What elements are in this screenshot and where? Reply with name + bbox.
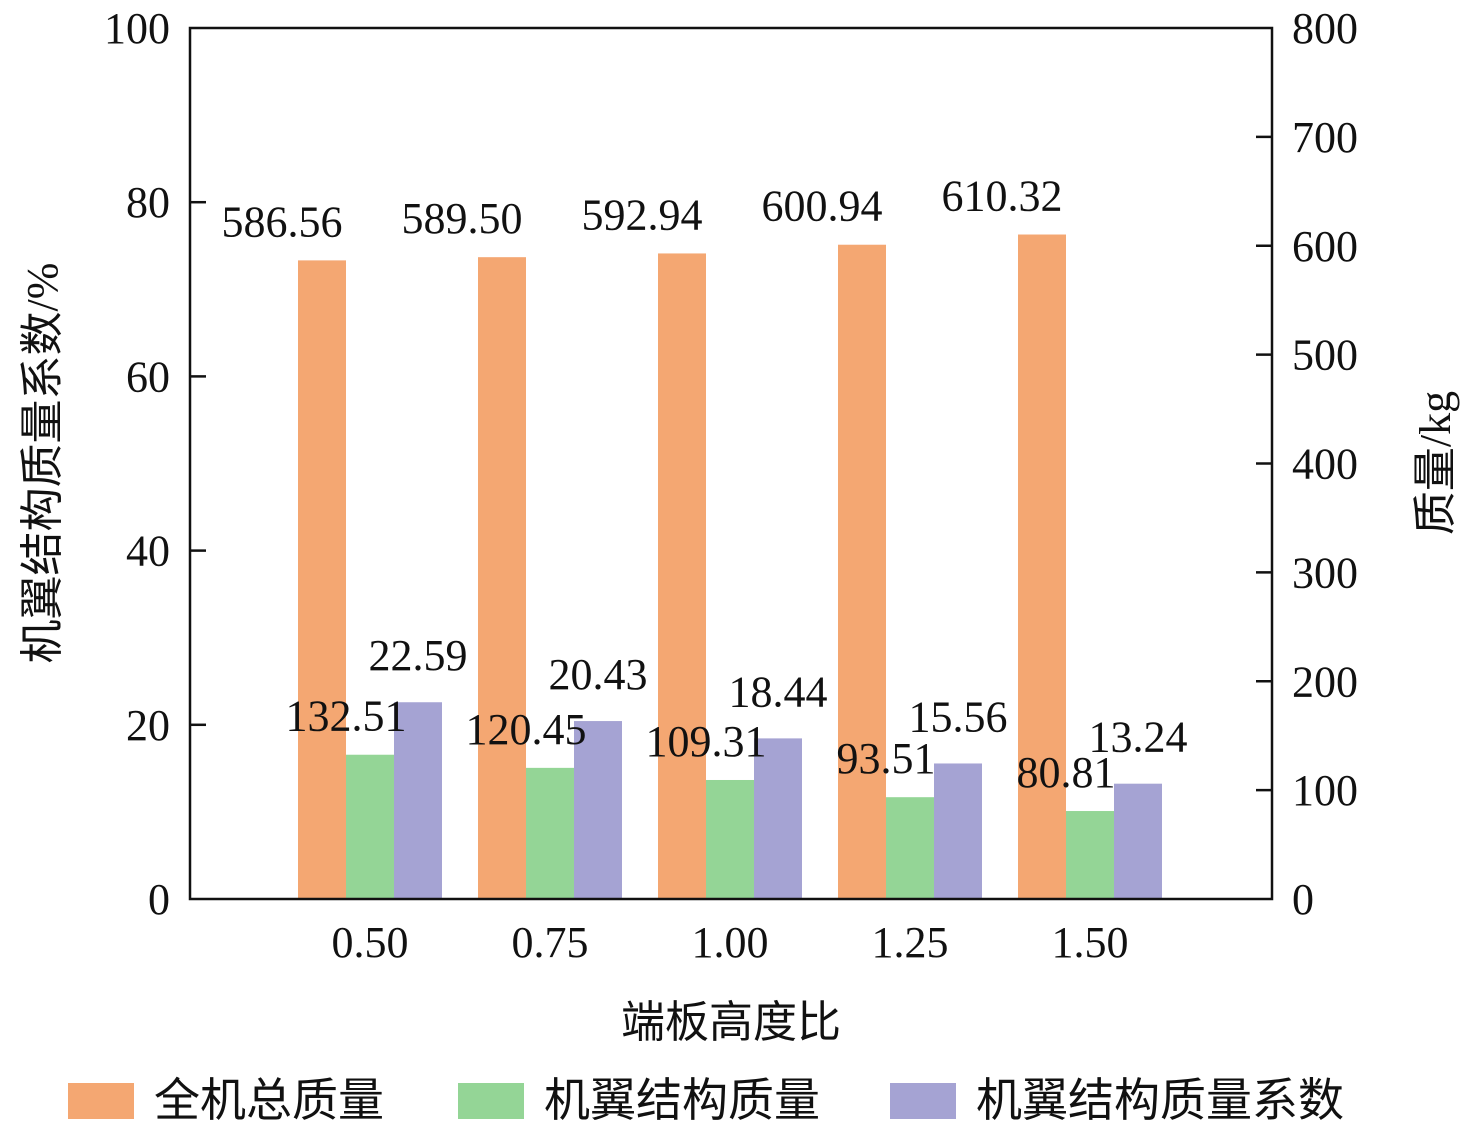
total-mass-data-label: 600.94: [762, 182, 883, 231]
wing-mass-coefficient-bar: [934, 763, 982, 899]
wing-mass-coefficient-bar: [754, 738, 802, 899]
wing-mass-coefficient-data-label: 22.59: [369, 631, 468, 680]
x-tick-label: 0.75: [512, 918, 589, 967]
wing-structure-mass-bar: [886, 797, 934, 899]
x-tick-label: 1.50: [1052, 918, 1129, 967]
wing-structure-mass-data-label: 109.31: [646, 717, 767, 766]
total-mass-data-label: 586.56: [222, 197, 343, 246]
wing-mass-coefficient-data-label: 18.44: [729, 667, 828, 716]
wing-mass-coefficient-legend-label: 机翼结构质量系数: [976, 1075, 1344, 1126]
total-mass-bar: [298, 260, 346, 899]
total-mass-bar: [1018, 234, 1066, 899]
wing-mass-coefficient-bar: [394, 702, 442, 899]
wing-mass-coefficient-data-label: 13.24: [1089, 713, 1188, 762]
right-y-tick-label: 300: [1292, 548, 1358, 597]
right-y-tick-label: 200: [1292, 657, 1358, 706]
right-y-tick-label: 400: [1292, 440, 1358, 489]
wing-mass-coefficient-bar: [1114, 783, 1162, 899]
right-y-tick-label: 100: [1292, 766, 1358, 815]
wing-structure-mass-data-label: 120.45: [466, 705, 587, 754]
wing-structure-mass-legend-swatch: [458, 1083, 524, 1119]
axis-layer: 0 20 40 60 80 100 0 100 200 300 400 500 600 700 800 0.5…: [104, 4, 1358, 967]
wing-mass-coefficient-data-label: 20.43: [549, 650, 648, 699]
total-mass-data-label: 589.50: [402, 194, 523, 243]
left-y-tick-label: 60: [126, 352, 170, 401]
wing-structure-mass-data-label: 93.51: [837, 734, 936, 783]
total-mass-bar: [478, 257, 526, 899]
x-tick-label: 0.50: [332, 918, 409, 967]
wing-structure-mass-bar: [346, 754, 394, 899]
total-mass-legend-swatch: [68, 1083, 134, 1119]
total-mass-data-label: 610.32: [942, 172, 1063, 221]
bars-layer: [298, 234, 1162, 900]
label-layer: 586.56 132.51 22.59 589.50 120.45 20.43 592.94…: [222, 172, 1188, 798]
x-axis-title: 端板高度比: [621, 998, 841, 1047]
total-mass-bar: [658, 253, 706, 899]
wing-structure-mass-bar: [1066, 811, 1114, 899]
wing-structure-mass-bar: [706, 779, 754, 899]
left-y-tick-label: 0: [148, 875, 170, 924]
right-y-tick-label: 700: [1292, 113, 1358, 162]
wing-structure-mass-legend-label: 机翼结构质量: [544, 1075, 820, 1126]
total-mass-data-label: 592.94: [582, 190, 703, 239]
wing-mass-coefficient-legend-swatch: [890, 1083, 956, 1119]
right-y-tick-label: 600: [1292, 222, 1358, 271]
total-mass-bar: [838, 244, 886, 900]
wing-structure-mass-bar: [526, 767, 574, 899]
left-y-tick-label: 20: [126, 701, 170, 750]
left-y-tick-label: 100: [104, 4, 170, 53]
right-y-tick-label: 500: [1292, 331, 1358, 380]
right-y-tick-label: 0: [1292, 875, 1314, 924]
left-y-axis-title: 机翼结构质量系数/%: [18, 263, 67, 664]
x-tick-label: 1.25: [872, 918, 949, 967]
x-tick-label: 1.00: [692, 918, 769, 967]
wing-mass-coefficient-data-label: 15.56: [909, 692, 1008, 741]
wing-structure-mass-data-label: 80.81: [1017, 748, 1116, 797]
wing-mass-coefficient-bar: [574, 721, 622, 899]
total-mass-legend-label: 全机总质量: [154, 1075, 384, 1126]
legend: 全机总质量 机翼结构质量 机翼结构质量系数: [68, 1075, 1344, 1126]
left-y-tick-label: 80: [126, 178, 170, 227]
right-y-axis-title: 质量/kg: [1411, 391, 1460, 535]
right-y-tick-label: 800: [1292, 4, 1358, 53]
wing-structure-mass-data-label: 132.51: [286, 692, 407, 741]
left-y-tick-label: 40: [126, 527, 170, 576]
